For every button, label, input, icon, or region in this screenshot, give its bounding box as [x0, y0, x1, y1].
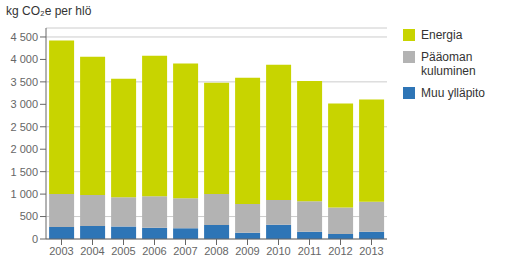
svg-text:4 000: 4 000	[10, 53, 38, 65]
html-text:kg CO₂e per hlö: kg CO₂e per hlö	[6, 4, 92, 18]
html-text:Muu ylläpito: Muu ylläpito	[421, 86, 485, 100]
svg-text:2007: 2007	[173, 245, 197, 257]
svg-text:2012: 2012	[328, 245, 352, 257]
svg-text:3 000: 3 000	[10, 98, 38, 110]
html-text:Pääoman: Pääoman	[421, 50, 473, 64]
svg-text:2006: 2006	[142, 245, 166, 257]
svg-text:2011: 2011	[298, 245, 322, 257]
svg-text:2009: 2009	[235, 245, 259, 257]
svg-text:2010: 2010	[266, 245, 290, 257]
svg-text:2003: 2003	[49, 245, 73, 257]
html-text:kuluminen: kuluminen	[421, 64, 476, 78]
svg-text:2008: 2008	[204, 245, 228, 257]
html-text:Energia: Energia	[421, 28, 463, 42]
svg-text:0: 0	[32, 233, 38, 245]
svg-text:500: 500	[20, 210, 38, 222]
svg-text:2005: 2005	[111, 245, 135, 257]
svg-text:1 000: 1 000	[10, 188, 38, 200]
svg-text:2 000: 2 000	[10, 143, 38, 155]
svg-text:2004: 2004	[80, 245, 104, 257]
svg-text:2013: 2013	[359, 245, 383, 257]
svg-text:2 500: 2 500	[10, 121, 38, 133]
svg-text:4 500: 4 500	[10, 31, 38, 43]
svg-text:1 500: 1 500	[10, 166, 38, 178]
svg-text:3 500: 3 500	[10, 76, 38, 88]
